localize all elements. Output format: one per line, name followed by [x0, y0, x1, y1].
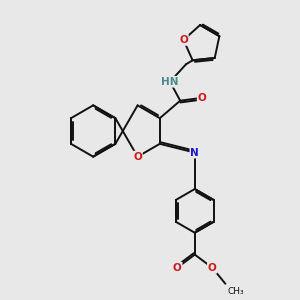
- Text: CH₃: CH₃: [228, 287, 244, 296]
- Text: O: O: [179, 35, 188, 45]
- Text: O: O: [173, 263, 182, 273]
- Text: N: N: [190, 148, 199, 158]
- Text: O: O: [208, 263, 217, 273]
- Text: HN: HN: [161, 77, 179, 87]
- Text: O: O: [198, 93, 206, 103]
- Text: O: O: [133, 152, 142, 162]
